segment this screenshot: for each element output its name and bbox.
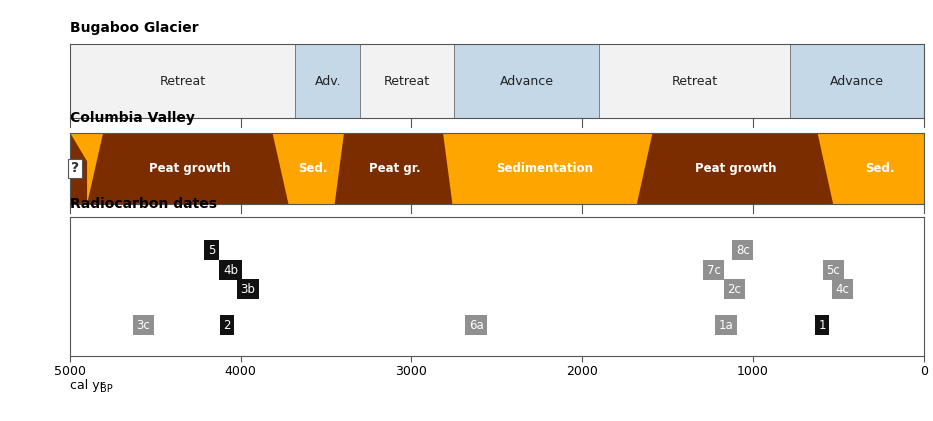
Text: 1: 1 [818, 319, 826, 332]
Bar [599, 44, 790, 118]
Text: 2c: 2c [727, 282, 741, 296]
Text: Retreat: Retreat [672, 75, 717, 88]
Text: 5: 5 [208, 244, 216, 257]
Bar [790, 44, 924, 118]
Text: 3b: 3b [240, 282, 255, 296]
Polygon shape [70, 133, 87, 204]
Text: BP: BP [100, 384, 113, 394]
Text: 2: 2 [223, 319, 230, 332]
Text: cal yr: cal yr [70, 378, 104, 392]
Text: Sed.: Sed. [866, 162, 895, 175]
Polygon shape [87, 133, 288, 204]
Text: 1a: 1a [718, 319, 733, 332]
Text: Advance: Advance [830, 75, 884, 88]
Text: 7c: 7c [706, 264, 720, 277]
Bar [360, 44, 454, 118]
Bar [454, 44, 599, 118]
Text: Retreat: Retreat [384, 75, 430, 88]
Polygon shape [637, 133, 833, 204]
Text: Advance: Advance [500, 75, 553, 88]
Bar [70, 44, 296, 118]
Text: 3c: 3c [136, 319, 150, 332]
Text: 6a: 6a [469, 319, 483, 332]
Text: Retreat: Retreat [160, 75, 205, 88]
Polygon shape [335, 133, 453, 204]
Text: Radiocarbon dates: Radiocarbon dates [70, 197, 217, 211]
Text: Sedimentation: Sedimentation [496, 162, 593, 175]
Text: 5c: 5c [827, 264, 840, 277]
Text: Bugaboo Glacier: Bugaboo Glacier [70, 21, 199, 35]
Text: Sed.: Sed. [298, 162, 327, 175]
Text: Peat growth: Peat growth [148, 162, 230, 175]
Text: 4c: 4c [836, 282, 850, 296]
Text: Columbia Valley: Columbia Valley [70, 112, 195, 125]
Bar [296, 44, 360, 118]
Text: 4b: 4b [223, 264, 238, 277]
Text: ?: ? [71, 161, 79, 176]
Text: Peat growth: Peat growth [695, 162, 776, 175]
Text: Adv.: Adv. [314, 75, 341, 88]
Text: Peat gr.: Peat gr. [369, 162, 420, 175]
Text: 8c: 8c [736, 244, 749, 257]
